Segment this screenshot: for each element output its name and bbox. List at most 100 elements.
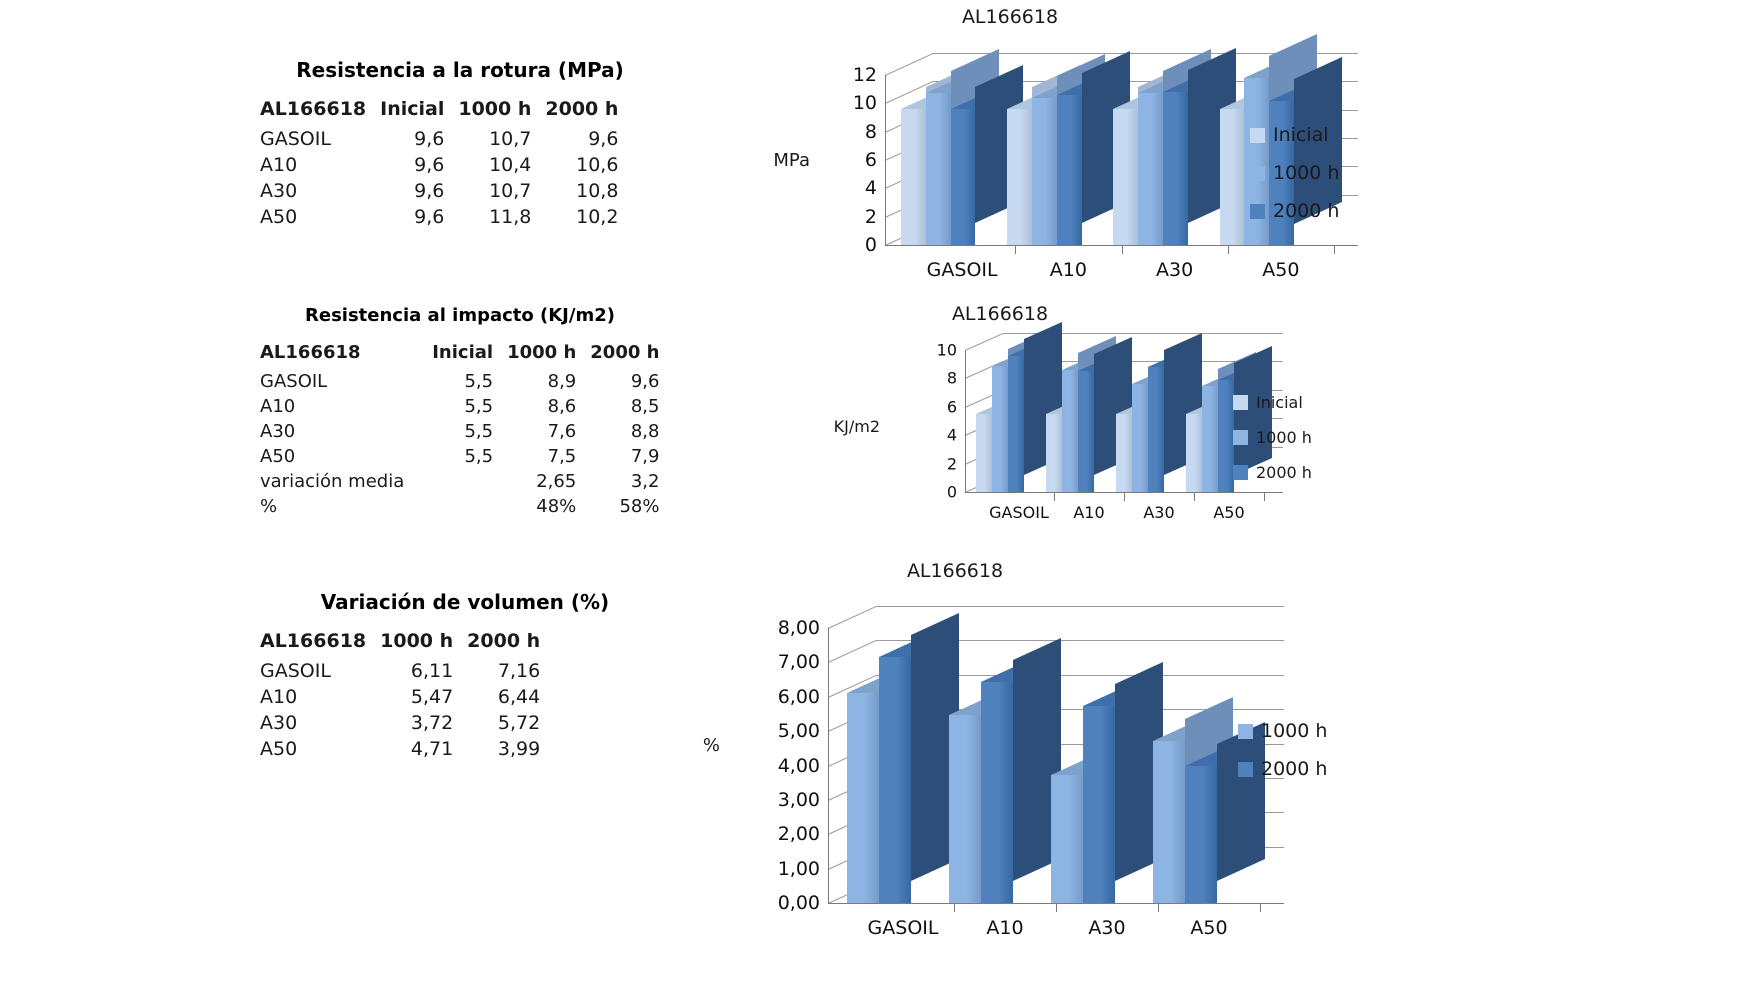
cell-name: GASOIL (260, 660, 331, 682)
chart-y-tick: 3,00 (777, 788, 820, 811)
chart-bar-front (847, 692, 879, 903)
chart-title-volumen: AL166618 (906, 560, 1004, 582)
chart-depth-connector (964, 333, 1004, 351)
cell-name: A30 (260, 421, 296, 442)
chart-legend-item: Inicial (1250, 124, 1339, 146)
chart-y-tick: 12 (852, 64, 877, 86)
cell-inicial: 5,5 (464, 396, 494, 417)
col-header-2000h: 2000 h (545, 98, 619, 120)
chart-axis-label-percent: % (702, 735, 720, 756)
chart-y-axis (965, 350, 966, 492)
chart-y-tick: 8,00 (777, 617, 820, 639)
cell-2000h: 6,44 (497, 686, 541, 708)
chart-bar (1007, 65, 1080, 245)
chart-x-tickmark (1194, 492, 1195, 501)
cell-inicial: 9,6 (414, 206, 445, 228)
chart-y-tick: 10 (852, 92, 877, 115)
chart-bar-front (1219, 109, 1245, 245)
chart-x-tickmark (1015, 245, 1017, 254)
chart-legend-swatch (1250, 165, 1265, 181)
table-volumen: AL166618 1000 h 2000 h GASOIL 6,11 7,16 … (256, 628, 554, 762)
table-row-variacion-media: variación media 2,65 3,2 (256, 469, 673, 494)
chart-y-tick: 0 (864, 234, 877, 256)
cell-1000h: 2,65 (536, 471, 577, 492)
table-row-percent: % 48% 58% (256, 494, 673, 519)
table-header-row: AL166618 Inicial 1000 h 2000 h (256, 340, 673, 369)
chart-bar (981, 637, 1061, 903)
chart-y-tick: 4 (946, 425, 957, 445)
col-header-2000h: 2000 h (590, 342, 660, 363)
table-row: A30 9,6 10,7 10,8 (256, 178, 632, 204)
cell-1000h: 10,7 (489, 128, 532, 150)
chart-x-tickmark (1124, 492, 1125, 501)
chart-x-tick: A10 (986, 917, 1024, 939)
chart-bar (950, 65, 1024, 245)
chart-x-tick: A50 (1190, 917, 1228, 939)
table-row: GASOIL 6,11 7,16 (256, 658, 554, 684)
chart-bar (925, 49, 999, 245)
chart-bar-front (976, 413, 993, 492)
chart-bar-front (1153, 741, 1185, 903)
cell-name: GASOIL (260, 371, 328, 392)
chart-bar (1007, 321, 1062, 492)
chart-bar (1163, 48, 1236, 245)
chart-legend-swatch (1250, 203, 1265, 219)
chart-plot-area-volumen: 0,00 1,00 2,00 3,00 4,00 5,00 6,00 7,00 8,00 GASO… (700, 550, 1420, 1000)
chart-bar (1219, 65, 1293, 245)
chart-bar (1186, 379, 1241, 492)
cell-2000h: 3,2 (630, 471, 660, 492)
chart-bar (1217, 345, 1272, 492)
cell-inicial: 9,6 (414, 154, 445, 176)
chart-bar-front (1062, 369, 1078, 492)
cell-name: A10 (260, 154, 298, 176)
cell-name: A30 (260, 712, 298, 734)
cell-inicial (432, 494, 507, 519)
cell-2000h: 5,72 (497, 712, 541, 734)
cell-1000h: 11,8 (489, 206, 532, 228)
cell-name: A50 (260, 738, 298, 760)
col-header-inicial: Inicial (432, 342, 494, 363)
cell-1000h: 4,71 (410, 738, 454, 760)
chart-x-tick: A30 (1143, 503, 1175, 522)
table-row: A10 5,5 8,6 8,5 (256, 394, 673, 419)
col-header-name: AL166618 (260, 630, 367, 652)
chart-gridline (1003, 333, 1283, 334)
chart-legend-label: 2000 h (1256, 463, 1312, 482)
chart-x-tick: GASOIL (867, 917, 939, 939)
chart-bar-front (1116, 413, 1133, 492)
chart-depth-connector (884, 53, 934, 76)
table-header-row: AL166618 1000 h 2000 h (256, 628, 554, 658)
chart-legend-label: 1000 h (1256, 428, 1312, 447)
cell-inicial: 5,5 (464, 371, 494, 392)
table-row: A50 5,5 7,5 7,9 (256, 444, 673, 469)
chart-bar-front (1132, 384, 1148, 492)
chart-x-tickmark (1054, 492, 1055, 501)
chart-volumen: AL166618 % 0,00 1,00 2,00 3,00 4,00 5,00 6,00 7… (700, 550, 1420, 1000)
chart-x-tick: A50 (1213, 503, 1245, 522)
chart-bar-front (1007, 109, 1032, 245)
table-row: GASOIL 5,5 8,9 9,6 (256, 369, 673, 394)
chart-title-rotura: AL166618 (961, 6, 1059, 28)
table-title-volumen: Variación de volumen (%) (320, 590, 610, 614)
cell-1000h: 10,7 (489, 180, 532, 202)
chart-x-tickmark (1158, 903, 1159, 912)
cell-name: A10 (260, 396, 296, 417)
cell-2000h: 9,6 (588, 128, 619, 150)
cell-inicial: 5,5 (464, 421, 494, 442)
chart-bar-front (1138, 93, 1163, 245)
chart-legend-swatch (1238, 723, 1253, 739)
chart-bar-front (1202, 385, 1218, 492)
cell-name: % (260, 496, 278, 517)
chart-y-tick: 7,00 (777, 651, 820, 674)
table-block-impacto: Resistencia al impacto (KJ/m2) AL166618 … (250, 305, 670, 519)
chart-bar (1147, 333, 1202, 492)
chart-bar-front (1147, 367, 1164, 492)
chart-x-tickmark (1121, 245, 1123, 254)
chart-legend-item: 1000 h (1233, 428, 1312, 447)
chart-bar-front (900, 109, 926, 245)
chart-bar-front (1031, 97, 1057, 245)
chart-bar (1046, 379, 1101, 492)
cell-name: A50 (260, 446, 296, 467)
chart-y-tick: 8 (946, 368, 957, 388)
chart-bar-front (879, 656, 911, 903)
